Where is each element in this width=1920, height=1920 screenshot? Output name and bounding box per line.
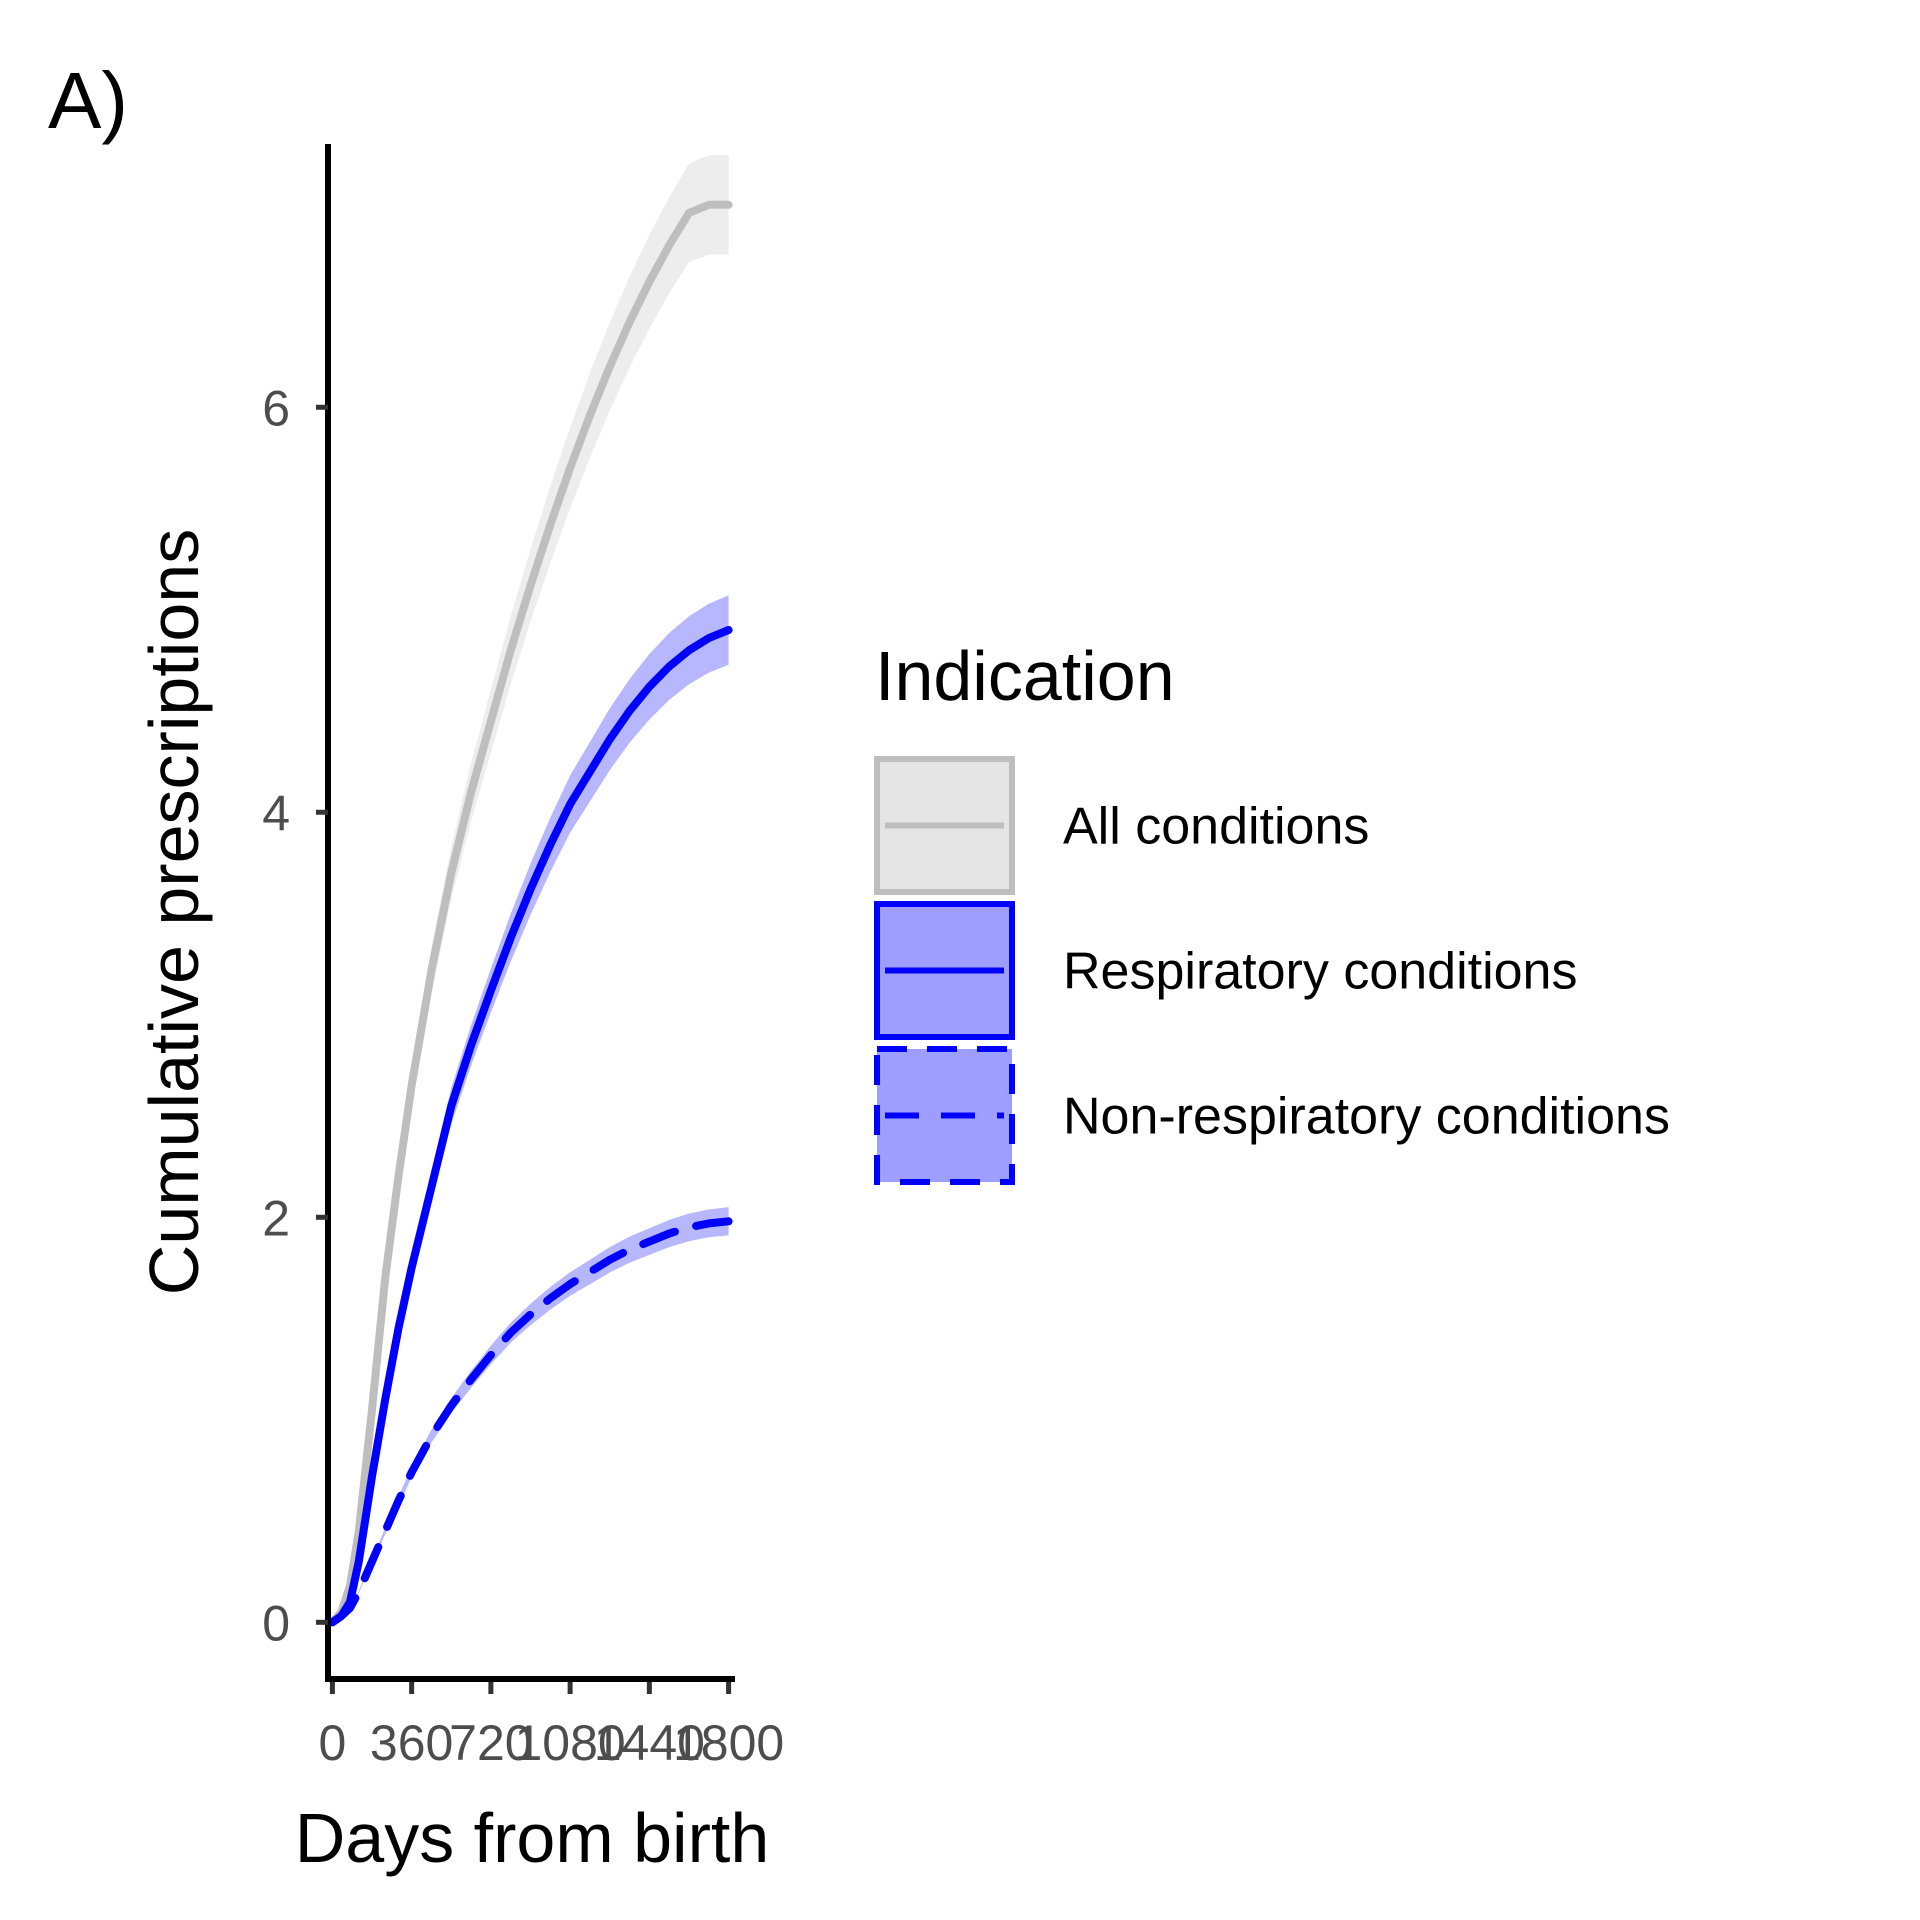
legend-label-0: All conditions	[1063, 798, 1369, 856]
y-tick-label: 4	[262, 785, 290, 841]
y-tick-label: 0	[262, 1595, 290, 1651]
plot-series	[328, 155, 733, 1627]
legend-label-2: Non-respiratory conditions	[1063, 1088, 1670, 1146]
y-tick-label: 6	[262, 380, 290, 436]
series-band-2	[332, 1207, 729, 1623]
legend-key-border	[874, 1046, 1015, 1185]
y-ticks: 0 2 4 6	[262, 380, 328, 1651]
x-axis-title: Days from birth	[295, 1799, 770, 1877]
legend-key-1	[874, 901, 1015, 1040]
x-tick-label: 360	[370, 1715, 453, 1771]
x-tick-label: 1800	[673, 1715, 784, 1771]
legend-key-2	[874, 1046, 1015, 1185]
y-axis-title: Cumulative prescriptions	[135, 529, 213, 1295]
legend: Indication All conditions Respiratory con…	[874, 637, 1670, 1185]
series-line-2	[328, 1217, 733, 1627]
legend-key-0	[874, 756, 1015, 895]
legend-label-1: Respiratory conditions	[1063, 943, 1577, 1001]
panel-label: A)	[48, 56, 128, 145]
x-tick-label: 1080	[515, 1715, 626, 1771]
series-line-1	[328, 626, 733, 1627]
series-band-1	[332, 595, 729, 1623]
x-tick-label: 1440	[594, 1715, 705, 1771]
series-line-0	[328, 200, 733, 1627]
legend-key-border	[874, 901, 1015, 1040]
x-tick-label: 0	[318, 1715, 346, 1771]
legend-key-border	[874, 756, 1015, 895]
x-tick-label: 720	[449, 1715, 532, 1771]
y-tick-label: 2	[262, 1190, 290, 1246]
legend-title: Indication	[875, 637, 1175, 715]
